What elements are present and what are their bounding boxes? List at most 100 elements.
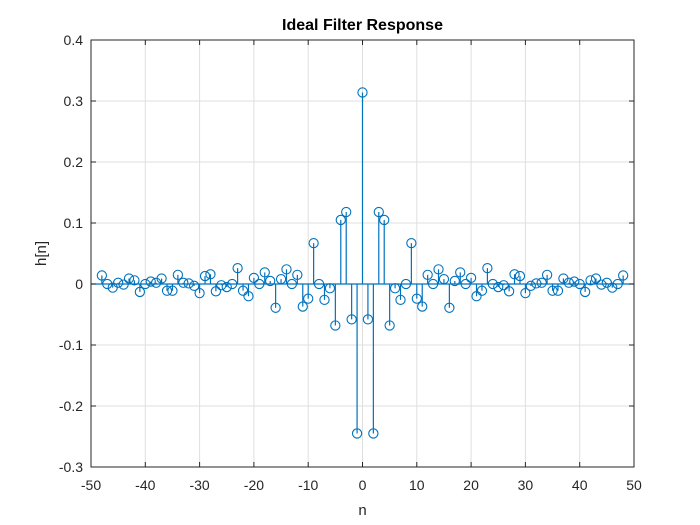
x-tick-label: -50	[81, 477, 101, 493]
y-tick-labels: -0.3 -0.2 -0.1 0 0.1 0.2 0.3 0.4	[59, 32, 83, 475]
x-axis-title: n	[358, 502, 366, 519]
stem-marker	[417, 301, 428, 312]
stem-marker	[134, 286, 146, 298]
y-tick-label: 0.3	[64, 93, 84, 109]
x-tick-label: 20	[463, 477, 479, 493]
stem-marker	[563, 277, 574, 288]
stem-marker	[96, 270, 108, 281]
stem-marker	[254, 278, 265, 290]
stem-marker	[438, 273, 450, 285]
stem-marker	[286, 278, 298, 290]
y-tick-label: -0.3	[59, 459, 83, 475]
y-axis-title: h[n]	[33, 241, 50, 266]
stem-marker	[145, 276, 156, 287]
stem-marker	[536, 277, 547, 288]
stem-marker	[265, 275, 276, 287]
tick-marks	[90, 39, 635, 468]
stem-marker	[541, 269, 553, 280]
stem-marker	[531, 278, 542, 289]
stem-marker	[514, 270, 526, 282]
stem-marker	[156, 273, 167, 284]
stem-marker	[373, 206, 384, 218]
stem-marker	[205, 269, 216, 280]
stem-marker	[574, 278, 585, 290]
stem-marker	[607, 282, 618, 293]
stem-marker	[341, 206, 352, 218]
stem-marker	[585, 275, 596, 286]
stem-marker	[411, 293, 422, 304]
stem-marker	[357, 87, 368, 98]
stem-marker	[248, 272, 260, 284]
stem-marker	[444, 302, 455, 313]
stem-marker	[400, 278, 412, 290]
stem-marker	[552, 285, 564, 296]
stem-marker	[596, 279, 607, 290]
x-tick-labels: -50 -40 -30 -20 -10 0 10 20 30 40 50	[81, 477, 642, 493]
stem-marker	[123, 273, 135, 284]
x-tick-label: 50	[626, 477, 642, 493]
stem-marker	[118, 279, 129, 290]
x-tick-label: 10	[409, 477, 425, 493]
stem-marker	[167, 285, 178, 296]
x-tick-label: 30	[518, 477, 534, 493]
stem-marker	[476, 285, 488, 296]
stem-marker	[368, 428, 379, 439]
stem-marker	[178, 277, 189, 288]
x-tick-label: -30	[189, 477, 209, 493]
stem-marker	[547, 285, 558, 296]
x-tick-label: 40	[572, 477, 588, 493]
stem-marker	[324, 283, 336, 294]
stem-marker	[590, 273, 602, 284]
stem-marker	[389, 283, 401, 294]
stem-marker	[259, 267, 270, 278]
stem-marker	[579, 286, 591, 298]
y-tick-label: 0.2	[64, 154, 84, 170]
stem-marker	[319, 294, 330, 306]
stem-marker	[569, 276, 580, 287]
stem-marker	[297, 301, 308, 312]
stem-marker	[465, 272, 477, 284]
stem-marker	[493, 281, 504, 293]
stem-marker	[172, 269, 184, 280]
chart-title: Ideal Filter Response	[282, 17, 443, 34]
stem-marker	[194, 287, 205, 299]
stem-marker	[303, 293, 314, 304]
stem-marker	[471, 291, 482, 302]
stem-marker	[503, 286, 515, 297]
stem-marker	[427, 278, 439, 290]
stem-marker	[406, 237, 417, 249]
stem-marker	[308, 237, 319, 249]
stem-marker	[102, 278, 113, 290]
stem-marker	[140, 278, 151, 290]
stem-marker	[335, 214, 346, 226]
x-tick-label: -20	[244, 477, 264, 493]
stem-marker	[482, 262, 493, 274]
stem-marker	[216, 280, 227, 291]
stem-marker	[270, 302, 281, 313]
stem-marker	[449, 275, 460, 287]
stem-marker	[487, 278, 498, 290]
y-tick-label: 0	[75, 276, 83, 292]
stem-marker	[227, 278, 238, 290]
stem-marker	[243, 291, 254, 302]
stem-marker	[113, 277, 124, 288]
stem-marker	[395, 294, 406, 306]
stem-marker	[281, 264, 292, 275]
stem-marker	[232, 262, 243, 274]
stem-marker	[313, 278, 325, 290]
stem-marker	[520, 287, 531, 299]
stem-marker	[129, 275, 140, 286]
stem-marker	[161, 285, 173, 296]
stem-marker	[384, 320, 395, 331]
x-tick-label: -10	[298, 477, 318, 493]
stem-marker	[189, 280, 200, 291]
x-tick-label: -40	[135, 477, 155, 493]
stem-marker	[210, 286, 222, 297]
stem-marker	[362, 314, 374, 325]
stem-marker	[346, 314, 357, 325]
stem-marker	[275, 273, 287, 285]
stem-marker	[330, 320, 341, 331]
stem-marker	[617, 270, 629, 281]
stem-marker	[422, 269, 433, 280]
